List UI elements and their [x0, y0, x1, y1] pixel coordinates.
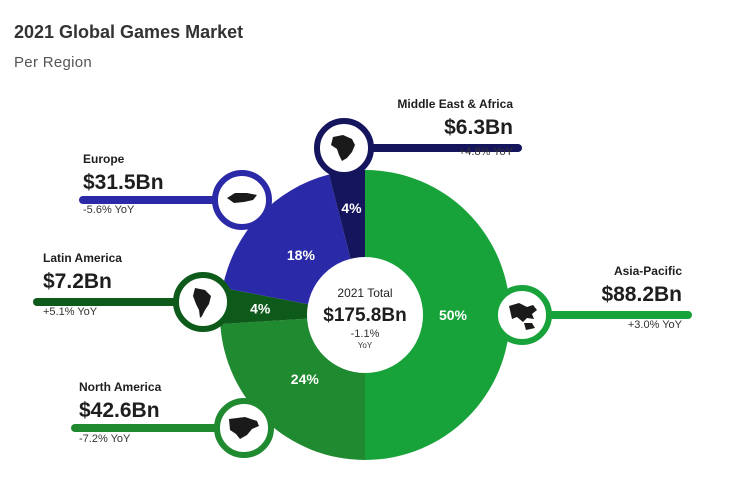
label-europe: Europe $31.5Bn -5.6% YoY: [83, 152, 164, 216]
region-name: North America: [79, 380, 162, 394]
africa-map-icon: [314, 118, 374, 178]
region-name: Latin America: [43, 251, 122, 265]
total-value: $175.8Bn: [323, 305, 406, 326]
slice-percent-latin-america: 4%: [250, 300, 271, 316]
region-value: $88.2Bn: [601, 283, 682, 306]
region-value: $42.6Bn: [79, 399, 160, 422]
label-middle-east-africa: Middle East & Africa $6.3Bn +4.8% YoY: [397, 97, 513, 158]
region-badges: [173, 118, 552, 458]
region-yoy: -5.6% YoY: [83, 204, 135, 216]
asia-pacific-map-icon: [492, 285, 552, 345]
region-value: $7.2Bn: [43, 270, 112, 293]
region-name: Europe: [83, 152, 125, 166]
total-center: 2021 Total $175.8Bn -1.1%YoY: [307, 257, 423, 373]
center-circle: [307, 257, 423, 373]
latin-america-map-icon: [173, 272, 233, 332]
slice-percent-middle-east-africa: 4%: [341, 200, 362, 216]
region-yoy: -7.2% YoY: [79, 433, 131, 445]
total-label: 2021 Total: [337, 286, 392, 300]
label-asia-pacific: Asia-Pacific $88.2Bn +3.0% YoY: [601, 264, 682, 331]
slice-asia-pacific: [365, 170, 510, 460]
chart-title: 2021 Global Games Market: [14, 22, 244, 42]
total-change-unit: YoY: [358, 341, 373, 350]
region-value: $31.5Bn: [83, 171, 164, 194]
total-change: -1.1%: [351, 328, 380, 340]
percent-labels: 50% 24% 4% 18% 4%: [250, 200, 467, 387]
chart-subtitle: Per Region: [14, 54, 93, 71]
region-yoy: +5.1% YoY: [43, 306, 98, 318]
region-yoy: +3.0% YoY: [627, 319, 682, 331]
region-name: Asia-Pacific: [613, 264, 682, 278]
label-latin-america: Latin America $7.2Bn +5.1% YoY: [43, 251, 122, 318]
slice-percent-north-america: 24%: [291, 371, 320, 387]
region-name: Middle East & Africa: [397, 97, 513, 111]
slice-percent-europe: 18%: [287, 247, 316, 263]
slice-percent-asia-pacific: 50%: [439, 307, 468, 323]
region-value: $6.3Bn: [444, 116, 513, 139]
north-america-map-icon: [214, 398, 274, 458]
europe-map-icon: [212, 170, 272, 230]
region-yoy: +4.8% YoY: [458, 146, 513, 158]
label-north-america: North America $42.6Bn -7.2% YoY: [79, 380, 161, 445]
